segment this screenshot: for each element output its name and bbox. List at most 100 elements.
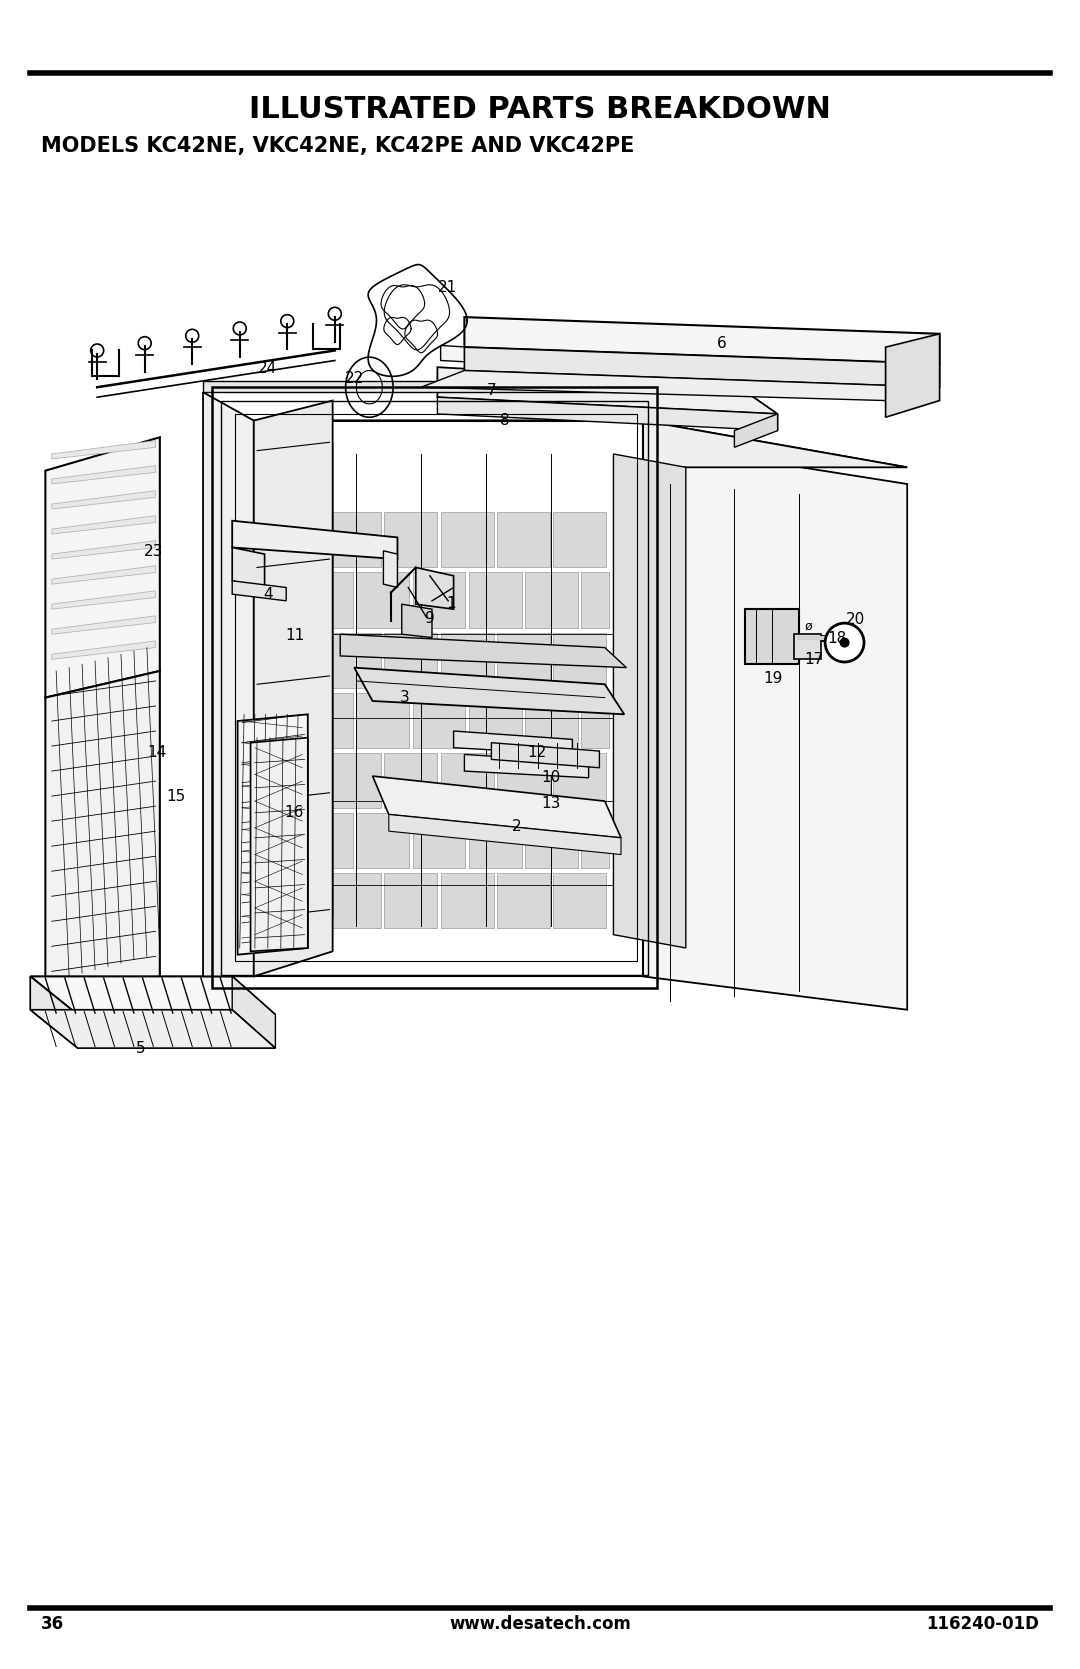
Polygon shape	[464, 347, 940, 387]
Polygon shape	[413, 572, 465, 628]
Polygon shape	[52, 441, 156, 459]
Polygon shape	[464, 317, 940, 364]
Text: 17: 17	[805, 653, 824, 666]
Text: 36: 36	[41, 1616, 64, 1632]
Polygon shape	[52, 491, 156, 509]
Polygon shape	[254, 421, 907, 467]
Polygon shape	[581, 813, 609, 868]
Polygon shape	[232, 581, 286, 601]
Text: 10: 10	[541, 771, 561, 784]
Polygon shape	[389, 814, 621, 855]
Polygon shape	[45, 437, 160, 698]
Polygon shape	[497, 633, 550, 688]
Polygon shape	[52, 466, 156, 484]
Polygon shape	[794, 634, 821, 659]
Text: 11: 11	[285, 629, 305, 643]
Polygon shape	[328, 633, 381, 688]
Polygon shape	[52, 566, 156, 584]
Polygon shape	[421, 371, 940, 401]
Polygon shape	[272, 753, 325, 808]
Polygon shape	[613, 454, 686, 948]
Text: 7: 7	[487, 384, 496, 397]
Polygon shape	[383, 551, 397, 587]
Polygon shape	[30, 1010, 275, 1048]
Polygon shape	[300, 572, 353, 628]
Polygon shape	[272, 512, 325, 567]
Text: 3: 3	[400, 691, 410, 704]
Polygon shape	[30, 976, 275, 1015]
Text: 20: 20	[846, 613, 865, 626]
Polygon shape	[497, 873, 550, 928]
Polygon shape	[52, 641, 156, 659]
Polygon shape	[328, 753, 381, 808]
Polygon shape	[441, 345, 726, 376]
Polygon shape	[272, 633, 325, 688]
Circle shape	[825, 623, 864, 663]
Polygon shape	[52, 516, 156, 534]
Polygon shape	[581, 693, 609, 748]
Polygon shape	[441, 753, 494, 808]
Polygon shape	[553, 753, 606, 808]
Polygon shape	[734, 414, 778, 447]
Text: 6: 6	[716, 337, 727, 350]
Text: 18: 18	[827, 631, 847, 646]
Polygon shape	[52, 616, 156, 634]
Polygon shape	[384, 633, 437, 688]
Text: ø: ø	[804, 619, 812, 633]
Polygon shape	[30, 976, 78, 1048]
Polygon shape	[497, 512, 550, 567]
Polygon shape	[328, 873, 381, 928]
Polygon shape	[232, 547, 265, 587]
Polygon shape	[553, 873, 606, 928]
Polygon shape	[268, 454, 613, 935]
Text: 13: 13	[541, 796, 561, 811]
Text: www.desatech.com: www.desatech.com	[449, 1616, 631, 1632]
Polygon shape	[268, 442, 333, 935]
Text: 14: 14	[147, 746, 166, 759]
Polygon shape	[232, 521, 397, 559]
Text: 12: 12	[527, 746, 546, 759]
Polygon shape	[437, 367, 778, 414]
Polygon shape	[497, 753, 550, 808]
Polygon shape	[553, 633, 606, 688]
Polygon shape	[441, 873, 494, 928]
Polygon shape	[437, 397, 778, 431]
Polygon shape	[52, 591, 156, 609]
Polygon shape	[328, 512, 381, 567]
Polygon shape	[333, 442, 686, 467]
Polygon shape	[300, 813, 353, 868]
Polygon shape	[254, 421, 643, 976]
Polygon shape	[384, 873, 437, 928]
Polygon shape	[52, 541, 156, 559]
Text: 19: 19	[764, 671, 783, 686]
Polygon shape	[469, 693, 522, 748]
Polygon shape	[581, 572, 609, 628]
Polygon shape	[525, 813, 578, 868]
Polygon shape	[356, 572, 409, 628]
Text: 8: 8	[500, 414, 509, 427]
Text: 2: 2	[512, 819, 521, 833]
Polygon shape	[441, 633, 494, 688]
Polygon shape	[643, 442, 907, 1010]
Polygon shape	[373, 776, 621, 838]
Text: 9: 9	[424, 611, 435, 626]
Text: 22: 22	[345, 372, 364, 386]
Text: 5: 5	[136, 1041, 145, 1055]
Polygon shape	[886, 334, 940, 417]
Polygon shape	[203, 381, 664, 392]
Polygon shape	[553, 512, 606, 567]
Polygon shape	[238, 714, 308, 955]
Text: 16: 16	[284, 806, 303, 819]
Polygon shape	[384, 753, 437, 808]
Polygon shape	[416, 567, 454, 609]
Polygon shape	[402, 604, 432, 638]
Polygon shape	[272, 873, 325, 928]
Text: MODELS KC42NE, VKC42NE, KC42PE AND VKC42PE: MODELS KC42NE, VKC42NE, KC42PE AND VKC42…	[41, 137, 634, 155]
Polygon shape	[356, 813, 409, 868]
Circle shape	[840, 638, 849, 648]
Text: ILLUSTRATED PARTS BREAKDOWN: ILLUSTRATED PARTS BREAKDOWN	[249, 95, 831, 124]
Polygon shape	[356, 693, 409, 748]
Polygon shape	[491, 743, 599, 768]
Polygon shape	[413, 813, 465, 868]
Polygon shape	[384, 512, 437, 567]
